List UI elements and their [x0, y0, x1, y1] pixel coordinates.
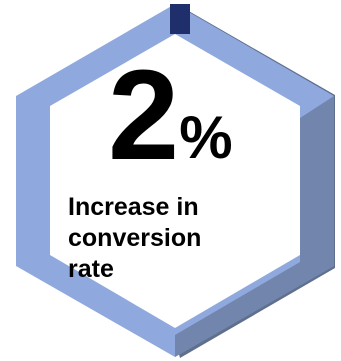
caption-line-3: rate: [68, 255, 114, 283]
stat-caption: Increase in conversion rate: [68, 192, 268, 285]
progress-accent: [170, 4, 190, 34]
stat-figure: 2 %: [108, 44, 233, 187]
ring-right-shade: [175, 96, 334, 357]
caption-line-2: conversion: [68, 224, 202, 252]
ring-inner: [50, 34, 300, 328]
stat-value: 2: [108, 44, 179, 187]
caption-line-1: Increase in: [68, 193, 199, 221]
stat-unit: %: [179, 104, 233, 171]
